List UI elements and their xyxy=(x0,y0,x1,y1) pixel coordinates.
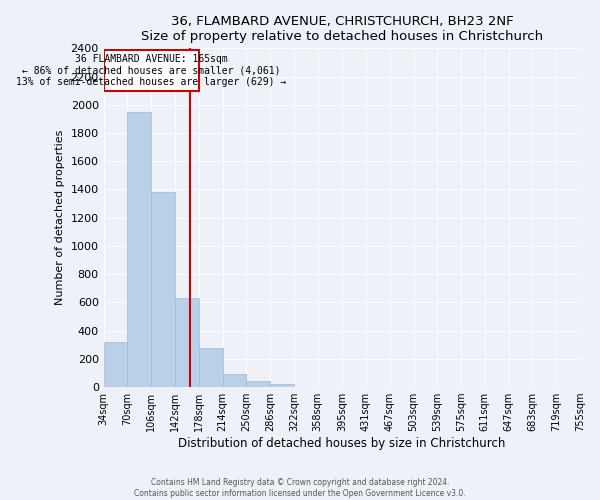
Bar xyxy=(175,298,199,387)
Text: 36 FLAMBARD AVENUE: 165sqm
← 86% of detached houses are smaller (4,061)
13% of s: 36 FLAMBARD AVENUE: 165sqm ← 86% of deta… xyxy=(16,54,286,87)
Bar xyxy=(104,50,199,90)
Bar xyxy=(270,384,294,387)
Title: 36, FLAMBARD AVENUE, CHRISTCHURCH, BH23 2NF
Size of property relative to detache: 36, FLAMBARD AVENUE, CHRISTCHURCH, BH23 … xyxy=(141,15,543,43)
Text: Contains HM Land Registry data © Crown copyright and database right 2024.
Contai: Contains HM Land Registry data © Crown c… xyxy=(134,478,466,498)
Bar xyxy=(151,192,175,387)
Y-axis label: Number of detached properties: Number of detached properties xyxy=(55,130,65,306)
Bar xyxy=(247,380,270,387)
Bar xyxy=(223,374,247,387)
Bar xyxy=(127,112,151,387)
X-axis label: Distribution of detached houses by size in Christchurch: Distribution of detached houses by size … xyxy=(178,437,506,450)
Bar xyxy=(104,342,127,387)
Bar xyxy=(199,348,223,387)
